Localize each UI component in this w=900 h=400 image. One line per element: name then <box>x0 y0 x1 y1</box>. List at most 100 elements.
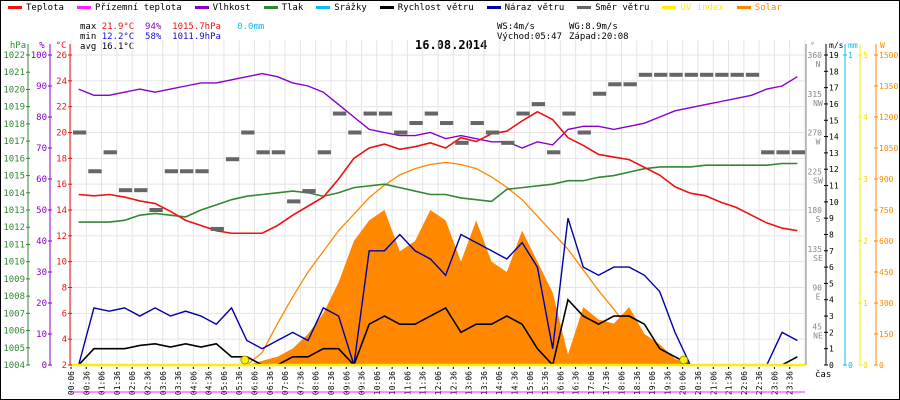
temperature-tick-label: 4 <box>62 335 67 345</box>
legend-label: Směr větru <box>595 3 650 13</box>
wind-tick-label: 10 <box>829 198 839 207</box>
wind-tick-label: 13 <box>829 149 839 158</box>
legend-item: Přízemní teplota <box>76 3 182 13</box>
direction-tick-label: 90 <box>812 284 822 293</box>
stats-max-hum: 94% <box>145 22 162 32</box>
solar-tick-label: 1500 <box>879 51 898 60</box>
wind-direction-mark <box>531 102 546 107</box>
wind-direction-mark <box>592 91 607 96</box>
x-tick-label: 11:06 <box>403 371 412 395</box>
pressure-tick-label: 1017 <box>3 137 25 147</box>
x-tick-label: 14:06 <box>495 371 504 395</box>
wind-direction-mark <box>440 121 454 126</box>
x-tick-label: 14:36 <box>510 371 519 395</box>
rain-axis-unit: mm <box>848 41 858 50</box>
pressure-tick-label: 1019 <box>3 103 25 113</box>
pressure-tick-label: 1009 <box>3 275 25 285</box>
legend-label: Srážky <box>334 3 367 13</box>
x-tick-label: 11:36 <box>419 371 428 395</box>
wind-tick-label: 15 <box>829 116 839 125</box>
solar-tick-label: 900 <box>879 175 894 184</box>
wind-direction-mark <box>256 150 270 155</box>
wind-direction-mark <box>547 150 561 155</box>
legend-item: Solar <box>736 3 782 13</box>
direction-tick-label: 135 <box>808 245 823 254</box>
wind-direction-mark <box>180 169 194 174</box>
x-tick-label: 08:06 <box>312 371 321 395</box>
x-tick-label: 18:36 <box>633 371 642 395</box>
direction-tick-dir: E <box>816 293 821 302</box>
legend-label: Rychlost větru <box>397 3 474 13</box>
legend-swatch <box>316 6 331 9</box>
wind-direction-mark <box>409 121 423 126</box>
temperature-line <box>78 110 798 235</box>
wind-direction-mark <box>623 82 637 87</box>
legend-label: UV index <box>680 3 724 13</box>
wind-tick-label: 9 <box>829 214 834 223</box>
temperature-tick-label: 12 <box>56 232 67 242</box>
x-tick-label: 03:06 <box>159 371 168 395</box>
x-tick-label: 19:06 <box>648 371 657 395</box>
solar-tick-label: 450 <box>879 268 894 277</box>
wind-direction-mark <box>455 140 469 145</box>
humidity-tick-label: 50 <box>36 206 47 216</box>
wind-tick-label: 2 <box>829 328 834 337</box>
legend-swatch <box>194 6 209 9</box>
solar-tick-label: 150 <box>879 330 894 339</box>
stats-min: min 12.2°C 58% 1011.9hPa <box>80 30 221 44</box>
x-tick-label: 07:36 <box>296 371 305 395</box>
temperature-tick-label: 22 <box>56 103 67 113</box>
x-tick-label: 10:06 <box>373 371 382 395</box>
x-tick-label: 01:06 <box>98 371 107 395</box>
solar-tick-label: 300 <box>879 299 894 308</box>
wind-tick-label: 11 <box>829 182 839 191</box>
pressure-tick-label: 1022 <box>3 51 25 61</box>
direction-tick-label: 270 <box>808 129 823 138</box>
pressure-tick-label: 1008 <box>3 292 25 302</box>
legend-swatch <box>76 6 91 9</box>
humidity-tick-label: 100 <box>31 51 47 61</box>
rain-tick-label: 1 <box>848 51 853 60</box>
pressure-tick-label: 1021 <box>3 68 25 78</box>
uv-tick-label: 5 <box>863 51 868 60</box>
pressure-tick-label: 1011 <box>3 240 25 250</box>
legend-item: Směr větru <box>577 3 649 13</box>
wind-direction-mark <box>501 140 515 145</box>
stats-avg-label: avg <box>80 42 97 52</box>
wind-direction-mark <box>638 72 653 77</box>
legend-item: Tlak <box>263 3 303 13</box>
x-tick-label: 22:06 <box>740 371 749 395</box>
temperature-tick-label: 14 <box>56 206 67 216</box>
wind-direction-mark <box>210 226 224 231</box>
wind-direction-mark <box>378 111 393 116</box>
wind-speed-line <box>78 298 798 367</box>
wind-tick-label: 0 <box>829 361 834 370</box>
wind-direction-mark <box>485 130 500 135</box>
temperature-tick-label: 26 <box>56 51 67 61</box>
uv-tick-label: 1 <box>863 299 868 308</box>
direction-tick-label: 315 <box>808 90 823 99</box>
pressure-tick-label: 1010 <box>3 258 25 268</box>
temperature-axis-unit: °C <box>56 41 67 51</box>
direction-tick-dir: SW <box>813 176 823 185</box>
legend-item: Vlhkost <box>194 3 251 13</box>
stats-avg-temp: 16.1°C <box>101 42 135 52</box>
pressure-tick-label: 1016 <box>3 154 25 164</box>
wind-direction-mark <box>516 111 530 116</box>
wind-direction-mark <box>195 169 209 174</box>
pressure-tick-label: 1004 <box>3 361 25 371</box>
legend-swatch <box>486 6 501 9</box>
x-tick-label: 00:06 <box>67 371 76 395</box>
solar-tick-label: 1050 <box>879 144 898 153</box>
wind-direction-mark <box>164 169 179 174</box>
wind-direction-mark <box>791 150 805 155</box>
rain-tick-label: 0 <box>848 361 853 370</box>
stats-min-temp: 12.2°C <box>101 32 135 42</box>
legend-swatch <box>662 6 677 9</box>
solar-tick-label: 1200 <box>879 113 898 122</box>
uv-tick-label: 2 <box>863 237 868 246</box>
wind-direction-mark <box>761 150 775 155</box>
wind-tick-label: 3 <box>829 312 834 321</box>
wind-direction-mark <box>699 72 714 77</box>
legend-label: Náraz větru <box>504 3 565 13</box>
